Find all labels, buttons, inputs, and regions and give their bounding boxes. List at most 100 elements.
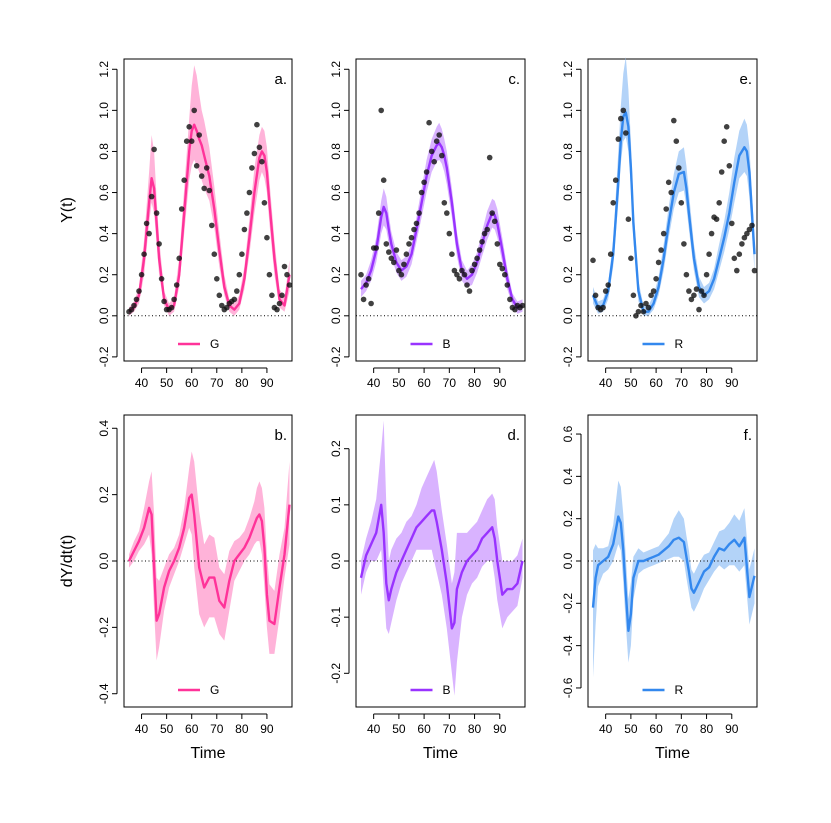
- y-tick-label-e-0: -0.2: [561, 346, 575, 367]
- data-point-c-58: [504, 282, 511, 288]
- data-point-c-56: [499, 265, 506, 272]
- series-line-e-0: [591, 111, 756, 313]
- data-point-a-26: [191, 107, 197, 114]
- panel-label-b: b.: [274, 427, 287, 444]
- data-point-a-39: [224, 304, 230, 311]
- data-point-c-7: [375, 210, 382, 216]
- data-point-c-10: [383, 241, 390, 247]
- data-point-e-25: [653, 276, 659, 282]
- y-tick-label-b-0: -0.4: [97, 683, 111, 704]
- y-tick-label-a-7: 1.2: [97, 61, 111, 78]
- data-point-e-11: [618, 115, 624, 122]
- data-point-a-1: [128, 306, 135, 313]
- panel-e: 40 50 60 70 80 90 -0.2 0.0 0.2 0.4 0.6 0.8 1.0 1.2 e. R: [561, 56, 758, 390]
- series-line-b-0: [127, 493, 291, 626]
- data-point-a-7: [143, 220, 150, 227]
- x-tick-label-a-60: 60: [185, 376, 199, 390]
- y-tick-label-d-3: 0.1: [329, 496, 343, 513]
- data-point-c-50: [484, 226, 491, 233]
- data-point-c-15: [396, 267, 402, 274]
- x-tick-label-c-50: 50: [392, 376, 406, 390]
- data-point-a-45: [239, 251, 245, 257]
- x-axis-title-f: Time: [655, 745, 690, 762]
- data-point-c-51: [486, 154, 493, 161]
- panel-label-f: f.: [744, 427, 752, 444]
- data-point-a-29: [198, 173, 205, 179]
- data-point-e-8: [610, 200, 616, 206]
- y-tick-label-f-3: 0.0: [561, 552, 575, 569]
- series-line-a-0: [128, 123, 291, 313]
- y-tick-label-a-3: 0.4: [97, 225, 111, 242]
- data-point-e-14: [625, 216, 632, 222]
- y-tick-label-b-3: 0.2: [97, 486, 111, 503]
- data-point-a-9: [148, 193, 155, 200]
- data-point-e-24: [650, 288, 657, 294]
- data-point-c-19: [406, 241, 412, 247]
- data-point-c-25: [421, 179, 427, 186]
- y-tick-label-f-6: 0.6: [561, 425, 575, 442]
- data-point-a-49: [249, 165, 255, 171]
- panel-label-e: e.: [739, 71, 752, 88]
- x-tick-label-f-40: 40: [599, 722, 613, 736]
- data-point-e-22: [645, 304, 652, 311]
- legend-label-b: G: [210, 683, 219, 697]
- data-point-e-40: [691, 292, 697, 299]
- data-point-a-32: [206, 187, 213, 194]
- x-tick-label-b-90: 90: [260, 722, 274, 736]
- data-point-a-11: [153, 210, 160, 216]
- data-point-a-61: [279, 292, 285, 299]
- x-tick-label-e-60: 60: [649, 376, 663, 390]
- y-tick-label-b-2: 0.0: [97, 552, 111, 569]
- x-tick-label-c-60: 60: [417, 376, 431, 390]
- data-point-e-10: [615, 136, 622, 142]
- data-point-c-18: [403, 251, 410, 257]
- data-point-c-61: [512, 306, 518, 313]
- data-point-e-23: [648, 292, 654, 299]
- data-point-a-60: [276, 300, 283, 307]
- data-point-e-1: [592, 292, 599, 299]
- data-point-c-23: [416, 210, 422, 216]
- data-point-a-25: [188, 138, 195, 144]
- x-tick-label-b-40: 40: [135, 722, 149, 736]
- x-tick-label-c-90: 90: [493, 376, 507, 390]
- data-point-a-20: [176, 255, 182, 262]
- y-tick-label-e-5: 0.8: [561, 143, 575, 160]
- data-point-a-51: [254, 121, 260, 128]
- confidence-band-b-0: [129, 451, 290, 661]
- data-point-a-27: [193, 163, 200, 169]
- data-point-e-26: [655, 259, 662, 266]
- y-tick-label-a-2: 0.2: [97, 266, 111, 283]
- data-point-e-28: [660, 230, 667, 237]
- data-point-e-16: [630, 292, 637, 299]
- data-point-a-18: [171, 296, 177, 303]
- y-tick-label-a-4: 0.6: [97, 184, 111, 201]
- data-point-e-43: [698, 288, 705, 294]
- data-point-a-54: [261, 200, 268, 206]
- data-point-c-9: [380, 177, 387, 183]
- data-point-e-61: [744, 230, 750, 237]
- legend-label-d: B: [443, 683, 451, 697]
- data-point-e-39: [688, 296, 695, 303]
- panel-a: 40 50 60 70 80 90 -0.2 0.0 0.2 0.4 0.6 0.8 1.0 1.2 a. G…: [59, 58, 293, 390]
- series-line-d-0: [359, 503, 524, 630]
- y-tick-label-c-1: 0.0: [329, 307, 343, 324]
- data-point-c-21: [411, 226, 417, 233]
- x-tick-label-a-80: 80: [235, 376, 249, 390]
- x-tick-label-e-70: 70: [675, 376, 689, 390]
- y-tick-label-c-7: 1.2: [329, 61, 343, 78]
- data-point-e-31: [668, 189, 674, 196]
- data-point-a-52: [256, 144, 263, 151]
- data-point-e-50: [716, 200, 722, 206]
- y-tick-label-f-4: 0.2: [561, 510, 575, 527]
- x-tick-label-f-60: 60: [649, 722, 663, 736]
- data-point-e-29: [663, 206, 669, 212]
- data-point-e-15: [628, 255, 634, 262]
- panel-b: 40 50 60 70 80 90 -0.4 -0.2 0.0 0.2 0.4 b. GdY/dt(t)…: [59, 414, 293, 762]
- data-point-a-34: [211, 251, 218, 257]
- y-tick-label-a-1: 0.0: [97, 307, 111, 324]
- confidence-band-f-0: [593, 480, 755, 678]
- panel-label-d: d.: [507, 427, 520, 444]
- y-tick-label-d-0: -0.2: [329, 663, 343, 684]
- legend-label-e: R: [675, 337, 684, 351]
- data-point-a-10: [151, 146, 157, 153]
